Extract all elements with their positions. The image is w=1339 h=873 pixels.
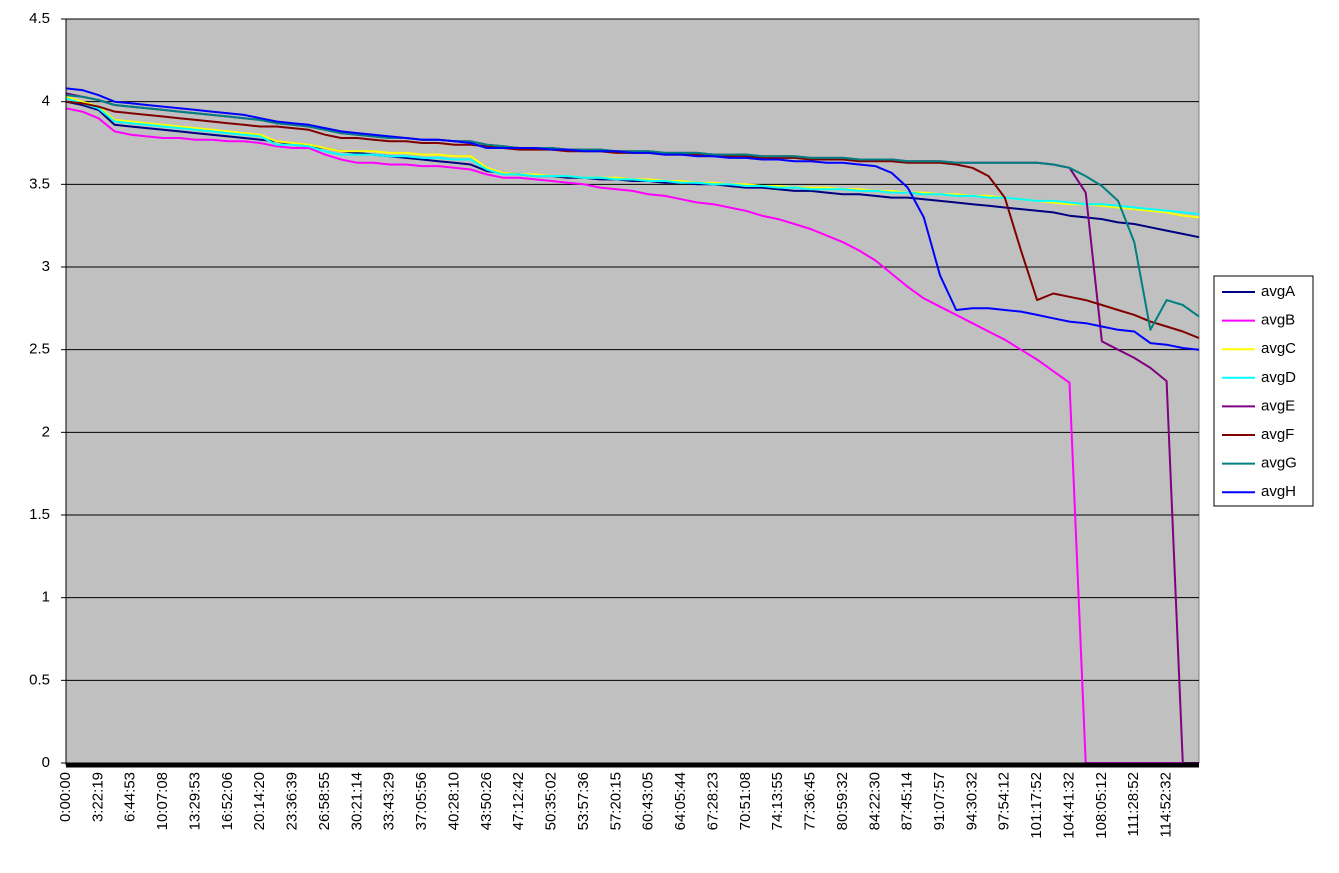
legend-label: avgG — [1261, 455, 1297, 472]
legend-label: avgE — [1261, 397, 1295, 414]
x-tick-label: 20:14:20 — [251, 772, 268, 830]
x-tick-label: 67:28:23 — [704, 772, 721, 830]
plot-area — [65, 18, 1200, 764]
y-tick-label: 3.5 — [29, 175, 50, 192]
x-tick-label: 84:22:30 — [866, 772, 883, 830]
x-tick-label: 33:43:29 — [381, 772, 398, 830]
x-tick-label: 0:00:00 — [57, 772, 74, 822]
x-tick-label: 64:05:44 — [672, 772, 689, 830]
x-tick-label: 91:07:57 — [931, 772, 948, 830]
y-tick-label: 3 — [42, 258, 50, 275]
x-tick-label: 10:07:08 — [154, 772, 171, 830]
legend-label: avgA — [1261, 283, 1295, 300]
y-tick-label: 0.5 — [29, 671, 50, 688]
y-tick-label: 2.5 — [29, 341, 50, 358]
x-tick-label: 60:43:05 — [640, 772, 657, 830]
x-tick-label: 37:05:56 — [413, 772, 430, 830]
y-tick-label: 1.5 — [29, 506, 50, 523]
x-tick-label: 30:21:14 — [348, 772, 365, 830]
x-tick-label: 3:22:19 — [89, 772, 106, 822]
grid — [66, 18, 1199, 764]
x-tick-label: 87:45:14 — [899, 772, 916, 830]
x-tick-label: 80:59:32 — [834, 772, 851, 830]
y-tick-label: 1 — [42, 589, 50, 606]
y-tick-label: 0 — [42, 754, 50, 771]
x-tick-label: 74:13:55 — [769, 772, 786, 830]
x-tick-label: 16:52:06 — [219, 772, 236, 830]
x-tick-label: 108:05:12 — [1093, 772, 1110, 839]
series-line — [65, 87, 1200, 351]
x-tick-label: 26:58:55 — [316, 772, 333, 830]
x-tick-label: 23:36:39 — [284, 772, 301, 830]
legend-label: avgB — [1261, 312, 1295, 329]
legend-label: avgH — [1261, 483, 1296, 500]
x-tick-label: 114:52:32 — [1158, 772, 1175, 838]
series-line — [65, 100, 1200, 239]
x-tick-label: 101:17:52 — [1028, 772, 1045, 839]
x-tick-label: 57:20:15 — [607, 772, 624, 830]
x-tick-label: 70:51:08 — [737, 772, 754, 830]
x-tick-label: 77:36:45 — [802, 772, 819, 830]
legend-label: avgF — [1261, 426, 1294, 443]
x-tick-label: 53:57:36 — [575, 772, 592, 830]
x-tick-label: 43:50:26 — [478, 772, 495, 830]
legend-entries: avgA avgB avgC avgD avgE avgF avgG avgH — [1222, 283, 1297, 500]
x-tick-label: 6:44:53 — [122, 772, 139, 822]
x-tick-label: 47:12:42 — [510, 772, 527, 830]
series-line — [65, 97, 1200, 216]
labels: 0 0.5 1 1.5 2 2.5 3 3.5 4 4.5 0:00:00 3:22:19 6:44:5… — [29, 10, 1174, 839]
y-tick-label: 2 — [42, 423, 50, 440]
x-tick-label: 111:28:52 — [1125, 772, 1142, 837]
x-tick-label: 97:54:12 — [996, 772, 1013, 830]
x-tick-label: 13:29:53 — [186, 772, 203, 830]
x-tick-label: 94:30:32 — [963, 772, 980, 830]
y-tick-label: 4.5 — [29, 10, 50, 27]
legend-label: avgD — [1261, 369, 1296, 386]
legend — [1213, 275, 1314, 507]
series-line — [65, 94, 1200, 331]
x-tick-label: 50:35:02 — [543, 772, 560, 830]
y-tick-label: 4 — [42, 93, 50, 110]
x-tick-label: 40:28:10 — [445, 772, 462, 830]
legend-label: avgC — [1261, 340, 1296, 357]
lines — [65, 87, 1200, 764]
x-tick-label: 104:41:32 — [1060, 772, 1077, 839]
series-line — [65, 107, 1199, 764]
